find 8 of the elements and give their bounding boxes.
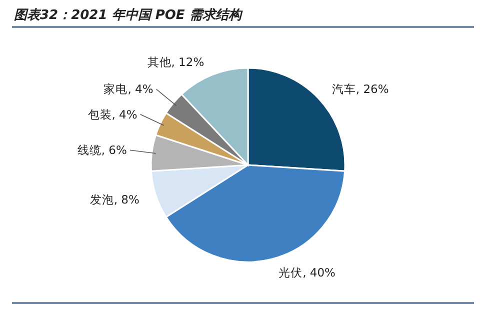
chart-title: 图表32：2021 年中国 POE 需求结构 xyxy=(14,7,244,23)
slice-label: 其他 xyxy=(147,54,172,69)
slice-label: 家电 xyxy=(104,82,128,96)
slice-label: 光伏 xyxy=(278,266,303,280)
slice-label: 包装 xyxy=(88,107,112,122)
slice-label: 汽车 xyxy=(332,82,356,96)
slice-label: 线缆 xyxy=(77,143,102,158)
slice-label: 发泡 xyxy=(90,192,114,206)
